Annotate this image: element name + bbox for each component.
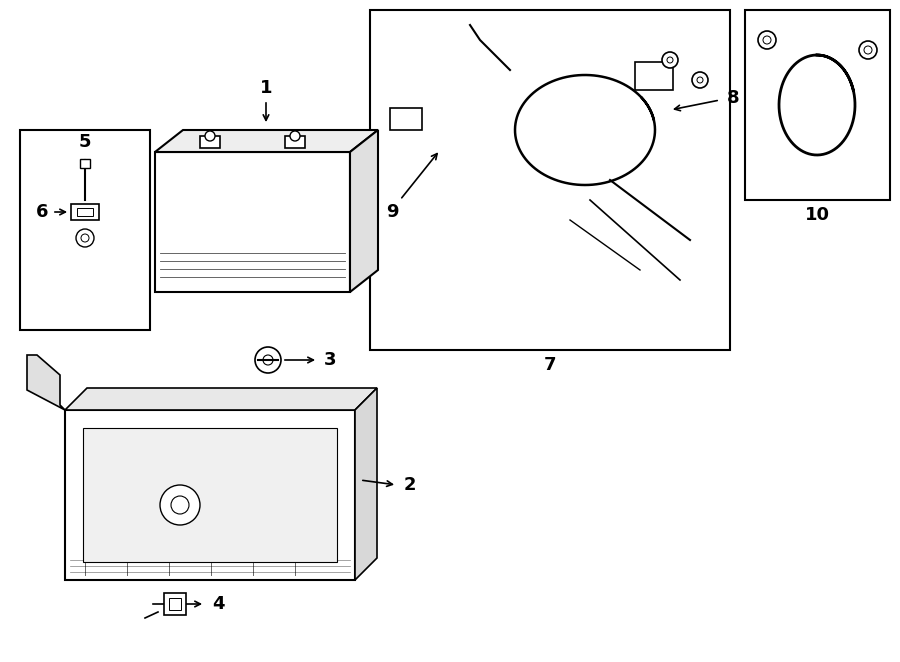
Bar bbox=[370, 10, 730, 350]
Text: 7: 7 bbox=[544, 356, 556, 374]
Polygon shape bbox=[65, 388, 377, 410]
Circle shape bbox=[205, 131, 215, 141]
Bar bbox=[390, 108, 422, 130]
Circle shape bbox=[662, 52, 678, 68]
Circle shape bbox=[263, 355, 273, 365]
Text: 1: 1 bbox=[260, 79, 273, 97]
Circle shape bbox=[864, 46, 872, 54]
Bar bbox=[83, 428, 337, 562]
Bar bbox=[155, 152, 350, 292]
Circle shape bbox=[171, 496, 189, 514]
Text: 6: 6 bbox=[36, 203, 49, 221]
Polygon shape bbox=[355, 388, 377, 580]
Polygon shape bbox=[155, 130, 378, 152]
Circle shape bbox=[160, 485, 200, 525]
Circle shape bbox=[763, 36, 771, 44]
Circle shape bbox=[859, 41, 877, 59]
Polygon shape bbox=[350, 130, 378, 292]
Text: 9: 9 bbox=[386, 203, 399, 221]
Circle shape bbox=[697, 77, 703, 83]
Circle shape bbox=[667, 57, 673, 63]
Circle shape bbox=[758, 31, 776, 49]
Circle shape bbox=[76, 229, 94, 247]
Circle shape bbox=[290, 131, 300, 141]
Bar bbox=[80, 159, 90, 168]
Text: 10: 10 bbox=[805, 206, 830, 224]
Circle shape bbox=[692, 72, 708, 88]
Text: 2: 2 bbox=[404, 476, 417, 494]
Bar bbox=[200, 136, 220, 148]
Text: 4: 4 bbox=[212, 595, 224, 613]
Text: 8: 8 bbox=[726, 89, 739, 107]
Text: 5: 5 bbox=[79, 133, 91, 151]
Text: 3: 3 bbox=[324, 351, 337, 369]
Bar bbox=[77, 208, 93, 216]
Circle shape bbox=[255, 347, 281, 373]
Circle shape bbox=[81, 234, 89, 242]
Bar bbox=[71, 204, 99, 220]
Bar bbox=[635, 62, 673, 90]
Bar bbox=[20, 130, 150, 330]
Bar bbox=[285, 136, 305, 148]
Bar bbox=[65, 410, 355, 580]
Polygon shape bbox=[27, 355, 65, 410]
Bar bbox=[745, 10, 890, 200]
